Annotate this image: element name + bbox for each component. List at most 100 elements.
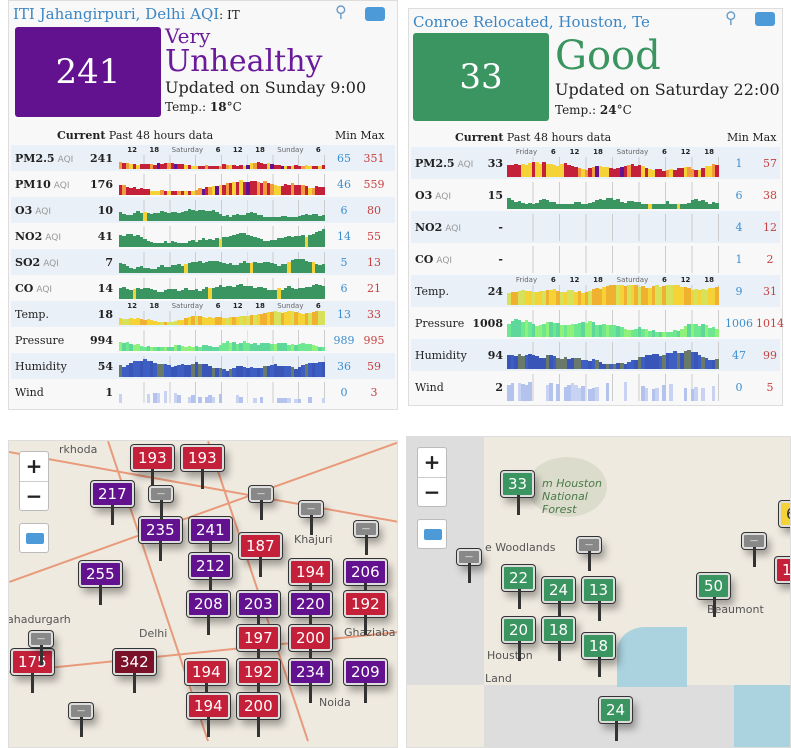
zoom-in-button[interactable]: +: [25, 454, 43, 478]
pollutant-row[interactable]: Temp. 24 9 31: [411, 275, 780, 307]
no-data-marker[interactable]: —: [577, 537, 601, 571]
aqi-station-marker[interactable]: 194: [187, 693, 230, 737]
aqi-station-marker[interactable]: 235: [139, 517, 182, 561]
pollutant-row[interactable]: PM2.5 AQI 241 65 351: [11, 145, 395, 171]
pollutant-row[interactable]: O3 AQI 10 6 80: [11, 197, 395, 223]
aqi-station-marker[interactable]: 220: [289, 591, 332, 635]
pollutant-row[interactable]: Wind 2 0 5: [411, 371, 780, 403]
pollutant-row[interactable]: CO AQI - 1 2: [411, 243, 780, 275]
no-data-marker[interactable]: —: [249, 486, 273, 520]
station-name[interactable]: Conroe Relocated, Houston, Te: [413, 13, 649, 31]
zoom-in-button[interactable]: +: [423, 450, 441, 474]
station-name[interactable]: ITI Jahangirpuri, Delhi AQI: [13, 5, 220, 23]
sparkline-chart[interactable]: [119, 382, 325, 403]
layers-icon[interactable]: [365, 7, 385, 21]
pollutant-row[interactable]: PM10 AQI 176 46 559: [11, 171, 395, 197]
pollutant-row[interactable]: CO AQI 14 6 21: [11, 275, 395, 301]
aqi-station-marker[interactable]: 212: [189, 553, 232, 597]
sparkline-bar: [669, 203, 673, 209]
layers-icon[interactable]: [755, 12, 775, 26]
aqi-station-marker[interactable]: 234: [289, 659, 332, 703]
min-value: 46: [337, 177, 351, 191]
share-icon[interactable]: ⚲: [335, 2, 347, 21]
pollutant-row[interactable]: Temp. 18 13 33: [11, 301, 395, 327]
sparkline-chart[interactable]: [119, 356, 325, 377]
aqi-station-marker[interactable]: 20: [502, 617, 536, 661]
no-data-marker[interactable]: —: [354, 521, 378, 555]
sparkline-chart[interactable]: [119, 252, 325, 273]
pollutant-row[interactable]: Humidity 94 47 99: [411, 339, 780, 371]
station-title[interactable]: Conroe Relocated, Houston, Te: [413, 13, 649, 31]
sparkline-chart[interactable]: [119, 330, 325, 351]
sparkline-chart[interactable]: [507, 310, 719, 337]
sparkline-chart[interactable]: [119, 278, 325, 299]
aqi-station-marker[interactable]: 193: [181, 445, 224, 489]
sparkline-chart[interactable]: [507, 182, 719, 209]
map-delhi[interactable]: + − rkhoda ahadurgarh Delhi Khajuri Ghaziaba N…: [8, 440, 398, 748]
aqi-station-marker[interactable]: 194: [185, 659, 228, 703]
aqi-station-marker[interactable]: 203: [237, 591, 280, 635]
aqi-station-marker[interactable]: 24: [542, 577, 576, 621]
aqi-station-marker[interactable]: 22: [502, 565, 536, 609]
station-title[interactable]: ITI Jahangirpuri, Delhi AQI: IT: [13, 5, 331, 23]
sparkline-chart[interactable]: [507, 246, 719, 273]
pollutant-row[interactable]: NO2 AQI 41 14 55: [11, 223, 395, 249]
no-data-marker[interactable]: —: [742, 533, 766, 567]
aqi-station-marker[interactable]: 200: [289, 625, 332, 669]
aqi-station-marker[interactable]: 192: [237, 659, 280, 703]
pollutant-row[interactable]: PM2.5 AQI 33 1 57: [411, 147, 780, 179]
sparkline-chart[interactable]: [119, 226, 325, 247]
aqi-station-marker[interactable]: 50: [697, 573, 731, 617]
sparkline-chart[interactable]: [507, 342, 719, 369]
zoom-out-button[interactable]: −: [20, 481, 48, 510]
aqi-station-marker[interactable]: 13: [582, 577, 616, 621]
no-data-marker[interactable]: —: [299, 501, 323, 535]
aqi-station-marker[interactable]: 194: [289, 559, 332, 603]
share-icon[interactable]: ⚲: [725, 8, 737, 27]
aqi-station-marker[interactable]: 342: [113, 649, 156, 693]
aqi-station-marker[interactable]: 24: [599, 697, 633, 741]
zoom-out-button[interactable]: −: [418, 477, 446, 506]
aqi-station-marker[interactable]: 208: [187, 591, 230, 635]
aqi-station-marker[interactable]: 209: [344, 659, 387, 703]
layers-button[interactable]: [19, 523, 49, 553]
pollutant-row[interactable]: NO2 AQI - 4 12: [411, 211, 780, 243]
sparkline-chart[interactable]: [507, 374, 719, 401]
layers-button[interactable]: [417, 519, 447, 549]
pollutant-row[interactable]: Pressure 1008 1006 1014: [411, 307, 784, 339]
sparkline-chart[interactable]: [507, 285, 719, 305]
map-houston[interactable]: + − m Houston National Forest e Woodlands H…: [406, 436, 791, 748]
aqi-station-marker[interactable]: 200: [237, 693, 280, 737]
no-data-marker[interactable]: —: [457, 549, 481, 583]
aqi-station-marker[interactable]: 217: [91, 481, 134, 525]
pollutant-row[interactable]: O3 AQI 15 6 38: [411, 179, 780, 211]
aqi-station-marker[interactable]: 33: [501, 471, 535, 515]
sparkline-chart[interactable]: [119, 311, 325, 325]
place-label: Noida: [319, 696, 351, 709]
aqi-station-marker[interactable]: 187: [239, 533, 282, 577]
aqi-station-marker[interactable]: 192: [344, 591, 387, 635]
sparkline-chart[interactable]: [119, 174, 325, 195]
aqi-station-marker[interactable]: 18: [542, 617, 576, 661]
no-data-marker[interactable]: —: [69, 703, 93, 737]
aqi-station-marker[interactable]: 15: [775, 557, 790, 583]
sparkline-chart[interactable]: [119, 200, 325, 221]
aqi-station-marker[interactable]: 241: [189, 517, 232, 561]
aqi-station-marker[interactable]: 255: [79, 561, 122, 605]
aqi-station-marker[interactable]: 193: [131, 445, 174, 489]
aqi-station-marker[interactable]: 18: [582, 633, 616, 677]
pollutant-row[interactable]: SO2 AQI 7 5 13: [11, 249, 395, 275]
sparkline-chart[interactable]: [507, 214, 719, 241]
pollutant-row[interactable]: Wind 1 0 3: [11, 379, 395, 405]
aqi-station-marker[interactable]: 206: [344, 559, 387, 603]
no-data-marker[interactable]: —: [29, 631, 53, 665]
sparkline-chart[interactable]: [119, 155, 325, 169]
sparkline-bar: [680, 203, 684, 209]
no-data-marker[interactable]: —: [149, 486, 173, 520]
aqi-station-marker[interactable]: 197: [237, 625, 280, 669]
aqi-station-marker[interactable]: 6: [779, 501, 790, 545]
sparkline-chart[interactable]: [507, 157, 719, 177]
pollutant-row[interactable]: Humidity 54 36 59: [11, 353, 395, 379]
pollutant-row[interactable]: Pressure 994 989 995: [11, 327, 395, 353]
aqi-station-marker[interactable]: 175: [11, 649, 54, 693]
